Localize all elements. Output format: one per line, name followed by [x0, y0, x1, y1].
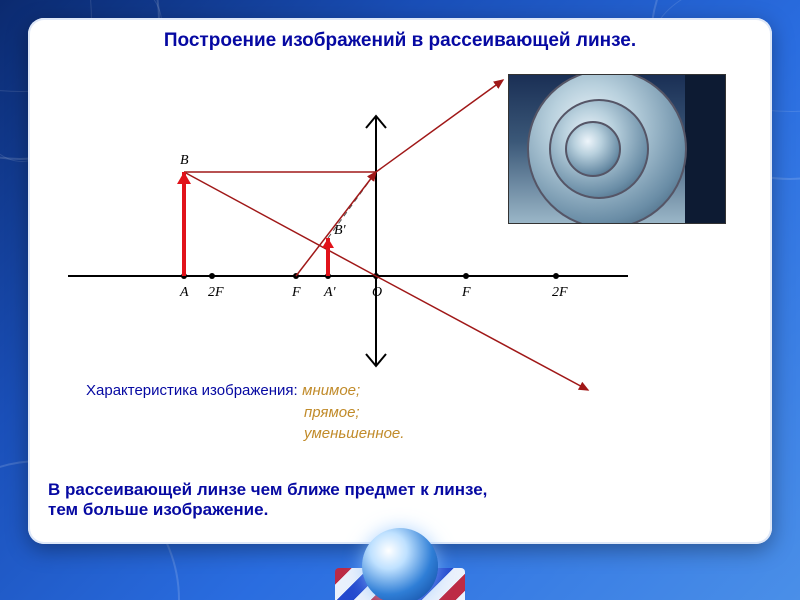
characteristics-value: уменьшенное.	[304, 425, 404, 442]
svg-text:F: F	[461, 285, 471, 300]
svg-text:B: B	[180, 153, 189, 168]
svg-text:2F: 2F	[208, 285, 224, 300]
characteristics-value: прямое;	[304, 404, 360, 421]
conclusion-line: В рассеивающей линзе чем ближе предмет к…	[48, 480, 487, 499]
footer-globe-icon	[362, 528, 438, 600]
svg-text:F: F	[291, 285, 301, 300]
slide-panel: Построение изображений в рассеивающей ли…	[28, 18, 772, 544]
characteristics-block: Характеристика изображения: мнимое; прям…	[86, 380, 404, 445]
svg-text:2F: 2F	[552, 285, 568, 300]
ray-diagram: A 2F F A' O F 2F B B'	[28, 18, 772, 544]
svg-text:A: A	[179, 285, 189, 300]
svg-text:A': A'	[323, 285, 337, 300]
characteristics-value: мнимое;	[302, 382, 360, 399]
characteristics-label: Характеристика изображения:	[86, 382, 298, 399]
conclusion-text: В рассеивающей линзе чем ближе предмет к…	[48, 480, 487, 520]
svg-text:B': B'	[334, 223, 347, 238]
conclusion-line: тем больше изображение.	[48, 500, 268, 519]
svg-text:O: O	[372, 285, 382, 300]
